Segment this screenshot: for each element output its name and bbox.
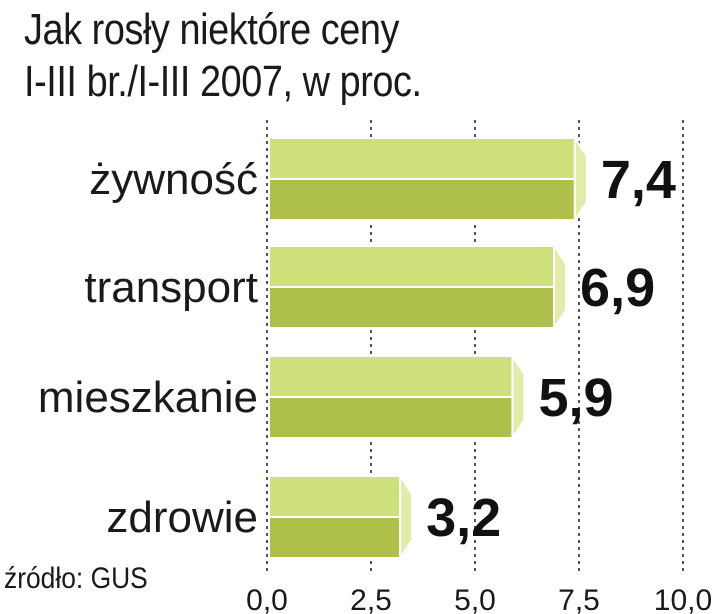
x-tick-label: 0,0 — [246, 584, 288, 614]
x-tick-label: 10,0 — [654, 584, 712, 614]
bars — [268, 134, 588, 562]
value-label: 3,2 — [426, 488, 501, 548]
chart-title-line-2: I-III br./I-III 2007, w proc. — [24, 57, 422, 106]
labels: żywność 7,4 transport 6,9 mieszkanie 5,9 zdrow… — [38, 150, 676, 548]
bar-bottom-face — [268, 286, 556, 329]
bar-end-cap — [511, 352, 526, 442]
x-tick-label: 2,5 — [350, 584, 392, 614]
bar-top-face — [268, 355, 514, 398]
bar — [268, 242, 568, 332]
x-axis-ticks: 0,0 2,5 5,0 7,5 10,0 — [246, 584, 712, 614]
chart-title-line-1: Jak rosły niektóre ceny — [24, 5, 399, 54]
category-label: żywność — [89, 155, 258, 204]
bar-top-face — [268, 137, 576, 180]
source-note: źródło: GUS — [4, 562, 148, 595]
category-label: mieszkanie — [38, 373, 258, 422]
value-label: 6,9 — [580, 258, 655, 318]
bar — [268, 134, 588, 224]
bar-bottom-face — [268, 178, 576, 221]
bar-bottom-face — [268, 396, 514, 439]
value-label: 5,9 — [538, 368, 613, 428]
bar — [268, 352, 526, 442]
bar-end-cap — [553, 242, 568, 332]
bar-top-face — [268, 475, 402, 518]
value-label: 7,4 — [601, 150, 676, 210]
bar-top-face — [268, 245, 556, 288]
bar-bottom-face — [268, 516, 402, 559]
category-label: zdrowie — [106, 493, 258, 542]
bar — [268, 472, 414, 562]
bar-end-cap — [399, 472, 414, 562]
x-tick-label: 7,5 — [558, 584, 600, 614]
x-tick-label: 5,0 — [454, 584, 496, 614]
chart-title: Jak rosły niektóre ceny I-III br./I-III … — [24, 4, 422, 108]
category-label: transport — [84, 263, 258, 312]
bar-end-cap — [573, 134, 588, 224]
